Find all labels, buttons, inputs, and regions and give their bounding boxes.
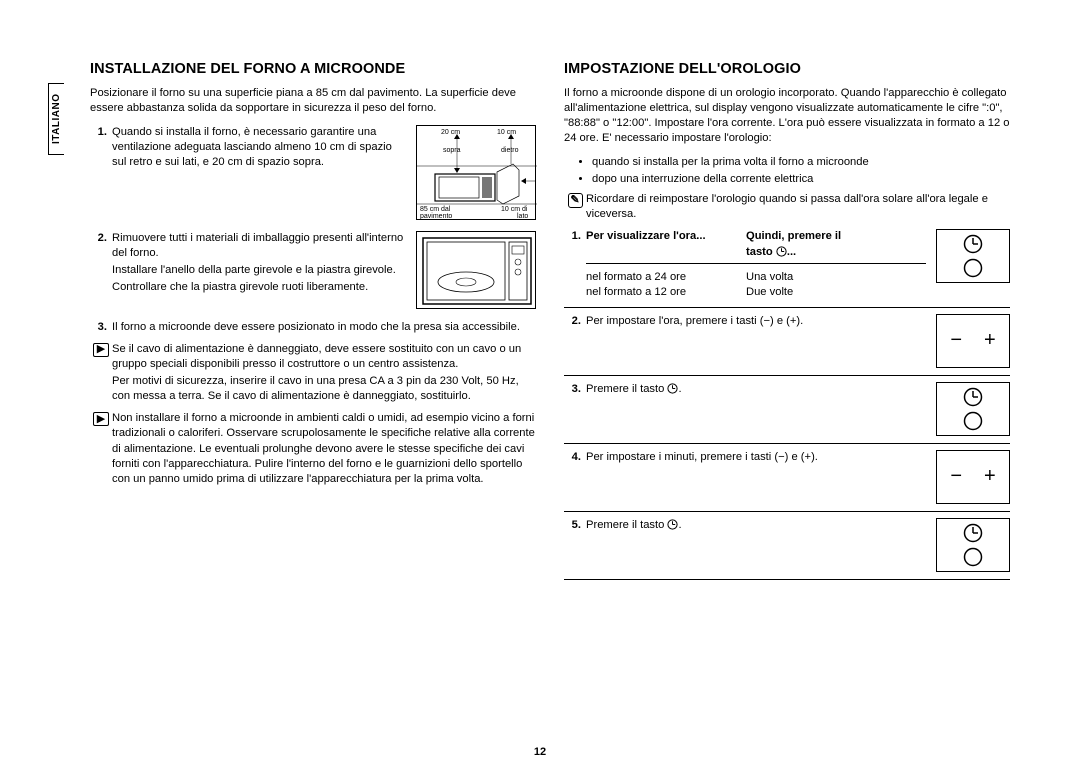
step-2: 2. Rimuovere [90,231,536,313]
diag-label: 20 cm [441,128,460,137]
table-row: nel formato a 12 ore Due volte [586,285,926,300]
clearance-diagram: 20 cm 10 cm sopra dietro 85 cm dal pavim… [416,125,536,220]
warning-icon-wrap: ▶ [90,411,112,426]
step-text: Quando si installa il forno, è necessari… [112,126,392,168]
clock-icon [963,387,983,407]
bullet-list: quando si installa per la prima volta il… [564,155,1010,187]
bullet-item: dopo una interruzione della corrente ele… [592,172,1010,187]
circle-icon [963,258,983,278]
warning-text: Non installare il forno a microonde in a… [112,411,536,487]
plus-icon: + [984,327,996,354]
step-number: 3. [90,320,112,335]
right-column: IMPOSTAZIONE DELL'OROLOGIO Il forno a mi… [564,60,1010,586]
clock-step-5: 5. Premere il tasto . [564,518,1010,572]
step-1: 1. [90,125,536,224]
manual-page: ITALIANO INSTALLAZIONE DEL FORNO A MICRO… [0,0,1080,782]
step-number: 5. [564,518,586,533]
warning-2: ▶ Non installare il forno a microonde in… [90,411,536,487]
step-content: 1. Per visualizzare l'ora... Quindi, pre… [564,229,926,299]
step-text: Premere il tasto . [586,382,682,397]
warning-text: Per motivi di sicurezza, inserire il cav… [112,374,536,404]
warning-icon-wrap: ▶ [90,342,112,357]
step-text: Premere il tasto . [586,518,682,533]
left-intro: Posizionare il forno su una superficie p… [90,86,536,116]
clock-icon [963,523,983,543]
button-panel-plusminus: − + [936,314,1010,368]
warning-text: Se il cavo di alimentazione è danneggiat… [112,342,536,372]
button-panel-clock [936,518,1010,572]
table-header: Per visualizzare l'ora... Quindi, premer… [586,229,926,259]
diag-label: lato [517,212,528,221]
note-icon: ✎ [568,193,583,208]
note-row: ✎ Ricordare di reimpostare l'orologio qu… [564,192,1010,222]
table-cell: nel formato a 24 ore [586,270,746,285]
warning-icon: ▶ [93,412,109,426]
table-cell: nel formato a 12 ore [586,285,746,300]
table-head-1: Per visualizzare l'ora... [586,229,746,259]
step-3: 3. Il forno a microonde deve essere posi… [90,320,536,335]
table-cell: Una volta [746,270,926,285]
left-heading: INSTALLAZIONE DEL FORNO A MICROONDE [90,60,536,80]
button-panel-plusminus: − + [936,450,1010,504]
step-number: 1. [90,125,112,140]
warning-body: Se il cavo di alimentazione è danneggiat… [112,342,536,404]
diag-label: dietro [501,146,519,155]
minus-icon: − [950,327,962,354]
note-text: Ricordare di reimpostare l'orologio quan… [586,192,1010,222]
clock-step-1: 1. Per visualizzare l'ora... Quindi, pre… [564,229,1010,299]
step-number: 4. [564,450,586,465]
bullet-item: quando si installa per la prima volta il… [592,155,1010,170]
clock-step-2: 2. Per impostare l'ora, premere i tasti … [564,314,1010,368]
step-number: 2. [90,231,112,246]
clock-icon [963,234,983,254]
right-intro: Il forno a microonde dispone di un orolo… [564,86,1010,146]
note-icon-wrap: ✎ [564,192,586,208]
plus-icon: + [984,463,996,490]
two-column-layout: INSTALLAZIONE DEL FORNO A MICROONDE Posi… [90,60,1010,586]
table-row: nel formato a 24 ore Una volta [586,270,926,285]
table-cell: Due volte [746,285,926,300]
step-text: Per impostare i minuti, premere i tasti … [586,450,818,465]
step-text: Per impostare l'ora, premere i tasti (−)… [586,314,803,329]
language-tab: ITALIANO [48,83,64,155]
circle-icon [963,411,983,431]
step-text: Il forno a microonde deve essere posizio… [112,320,536,335]
step-number: 1. [564,229,586,299]
table-head-2: Quindi, premere il tasto ... [746,229,926,259]
minus-icon: − [950,463,962,490]
circle-icon [963,547,983,567]
diag-label: pavimento [420,212,452,221]
clock-step-4: 4. Per impostare i minuti, premere i tas… [564,450,1010,504]
step-number: 3. [564,382,586,397]
left-column: INSTALLAZIONE DEL FORNO A MICROONDE Posi… [90,60,536,586]
step-body: 20 cm 10 cm sopra dietro 85 cm dal pavim… [112,125,536,224]
step-number: 2. [564,314,586,329]
page-number: 12 [0,746,1080,758]
button-panel-clock [936,382,1010,436]
clock-step-3: 3. Premere il tasto . [564,382,1010,436]
button-panel-clock [936,229,1010,283]
diag-label: sopra [443,146,461,155]
diag-label: 10 cm [497,128,516,137]
warning-1: ▶ Se il cavo di alimentazione è danneggi… [90,342,536,404]
microwave-diagram [416,231,536,309]
warning-icon: ▶ [93,343,109,357]
right-heading: IMPOSTAZIONE DELL'OROLOGIO [564,60,1010,80]
step-body: Rimuovere tutti i materiali di imballagg… [112,231,536,313]
